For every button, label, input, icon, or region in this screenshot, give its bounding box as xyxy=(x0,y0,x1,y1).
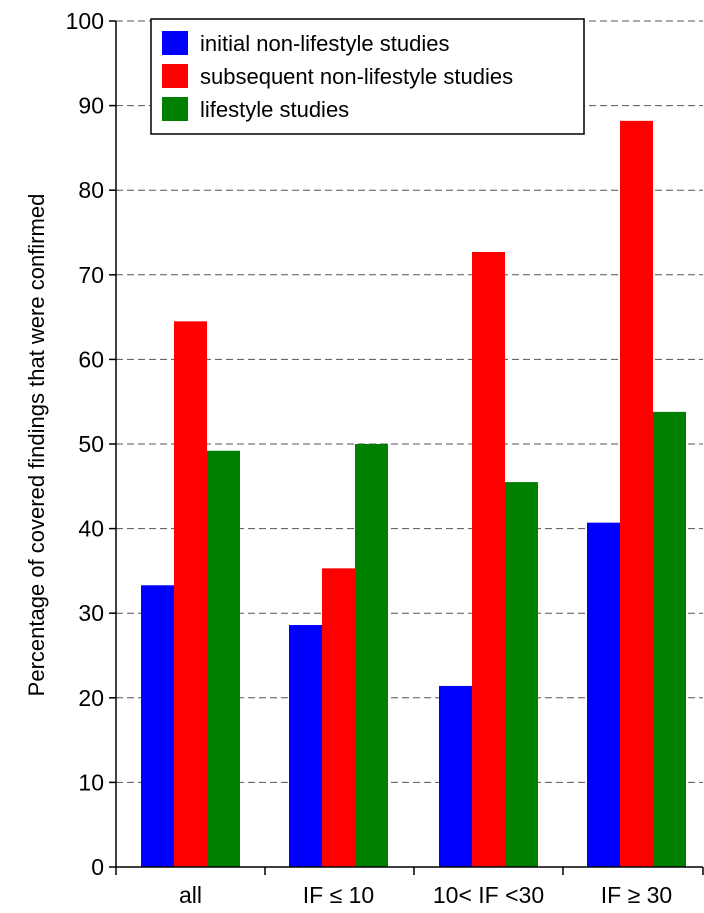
legend-label: subsequent non-lifestyle studies xyxy=(200,64,513,89)
bar xyxy=(439,685,472,867)
y-axis-title: Percentage of covered findings that were… xyxy=(24,194,49,697)
y-tick-label: 80 xyxy=(78,177,104,203)
y-tick-label: 30 xyxy=(78,600,104,626)
bar xyxy=(174,321,207,868)
bar xyxy=(620,120,653,867)
y-tick-label: 60 xyxy=(78,346,104,372)
x-tick-label: IF ≥ 30 xyxy=(601,882,672,908)
bar xyxy=(207,450,240,867)
y-tick-label: 0 xyxy=(91,854,104,880)
bar xyxy=(505,482,538,867)
legend-box xyxy=(150,18,585,135)
bar xyxy=(141,585,174,867)
labels: 0 10 20 30 40 50 60 70 80 90 100 all IF ≤ 10 10< IF <… xyxy=(66,8,673,908)
legend: initial non-lifestyle studies subsequent … xyxy=(150,18,585,135)
axes xyxy=(109,20,704,875)
y-tick-label: 100 xyxy=(66,8,104,34)
x-tick-label: 10< IF <30 xyxy=(433,882,544,908)
y-tick-label: 40 xyxy=(78,516,104,542)
legend-swatch xyxy=(162,31,188,55)
legend-swatch xyxy=(162,97,188,121)
bar xyxy=(653,411,686,867)
x-tick-label: all xyxy=(179,882,202,908)
y-tick-label: 90 xyxy=(78,93,104,119)
legend-label: initial non-lifestyle studies xyxy=(200,31,449,56)
y-tick-label: 50 xyxy=(78,431,104,457)
bars xyxy=(141,120,686,868)
x-tick-label: IF ≤ 10 xyxy=(303,882,374,908)
bar xyxy=(355,444,388,867)
bar xyxy=(472,251,505,867)
bar xyxy=(322,568,355,867)
bar xyxy=(587,522,620,867)
legend-label: lifestyle studies xyxy=(200,97,349,122)
y-tick-label: 20 xyxy=(78,685,104,711)
y-tick-label: 70 xyxy=(78,262,104,288)
legend-swatch xyxy=(162,64,188,88)
bar xyxy=(289,625,322,867)
y-tick-label: 10 xyxy=(78,769,104,795)
